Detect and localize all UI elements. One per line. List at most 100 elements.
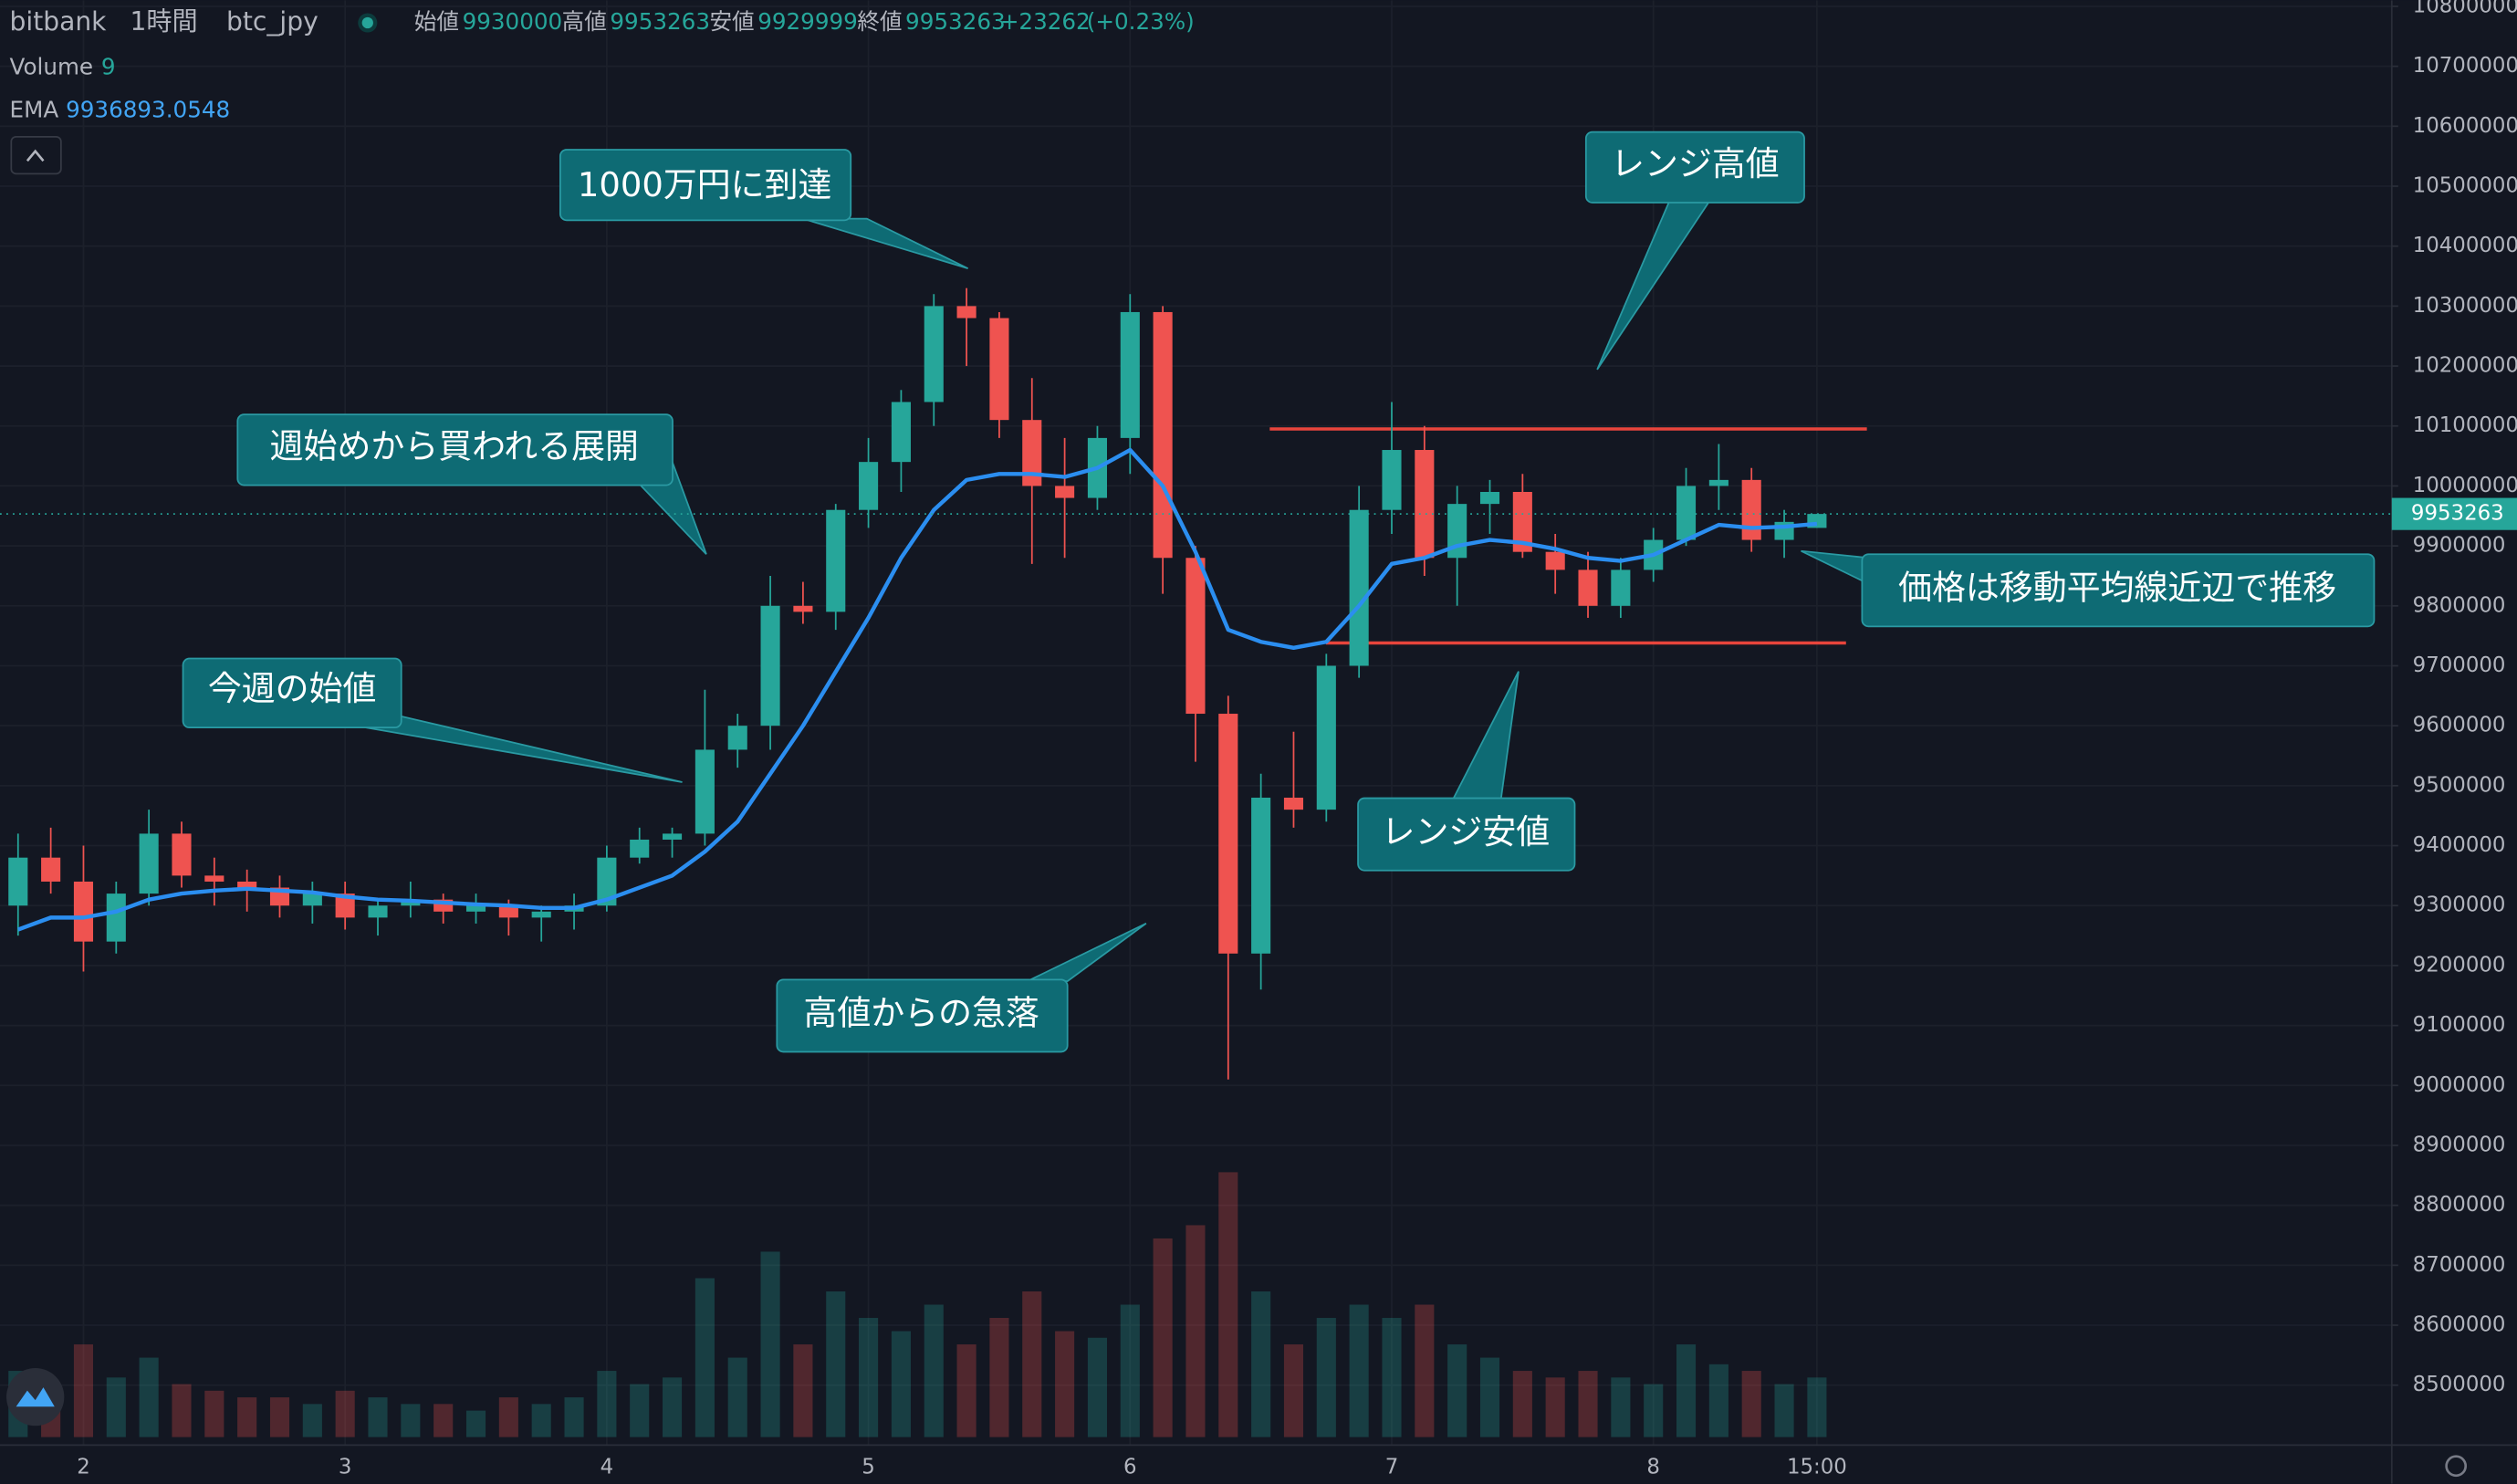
candle-body: [760, 605, 780, 726]
callout-box: [776, 978, 1069, 1053]
y-tick-label: 10700000: [2413, 54, 2517, 78]
ohlc-label: 終値: [857, 8, 902, 35]
volume-bar: [1512, 1371, 1532, 1437]
candle-body: [41, 857, 61, 882]
candle-body: [465, 905, 486, 912]
candle-body: [1153, 311, 1173, 559]
y-tick-label: 8700000: [2413, 1253, 2506, 1277]
volume-bar: [826, 1291, 846, 1437]
callout: 週始めから買われる展開: [236, 413, 707, 555]
volume-bar: [237, 1397, 257, 1437]
volume-bar: [1807, 1377, 1827, 1437]
candle-body: [1185, 558, 1206, 715]
candle-body: [531, 911, 551, 918]
y-tick-label: 9700000: [2413, 653, 2506, 677]
candle-body: [1055, 486, 1075, 498]
volume-bar: [1316, 1318, 1336, 1437]
annotation: レンジ安値: [1382, 812, 1551, 852]
candle-body: [1708, 479, 1728, 486]
candle-body: [1218, 714, 1238, 954]
candle-body: [139, 833, 159, 894]
candle-body: [1545, 551, 1565, 570]
volume-bar: [368, 1397, 388, 1437]
candles: [8, 287, 1827, 1080]
volume-bar: [172, 1384, 192, 1437]
y-tick-label: 10400000: [2413, 234, 2517, 257]
candle-body: [1512, 492, 1532, 552]
last-price-tag: [2391, 497, 2517, 530]
volume-bar: [1185, 1225, 1206, 1437]
candle-body: [1382, 450, 1402, 510]
candle-body: [1415, 450, 1435, 559]
candle-body: [1578, 570, 1598, 606]
logo[interactable]: [6, 1367, 65, 1427]
collapse-button[interactable]: [10, 136, 62, 175]
candle-body: [8, 857, 28, 906]
volume-bar: [1774, 1384, 1794, 1437]
volume-bar: [956, 1344, 977, 1437]
y-tick-label: 8800000: [2413, 1193, 2506, 1217]
status-dot: [361, 16, 373, 29]
callout: レンジ安値: [1357, 671, 1576, 872]
candle-body: [924, 306, 944, 402]
settings-icon[interactable]: [2445, 1455, 2468, 1478]
annotation: 1000万円に到達: [578, 165, 832, 204]
annotation: レンジ高値: [1611, 144, 1780, 183]
x-tick-label: 4: [601, 1456, 614, 1479]
volume-bar: [1447, 1344, 1467, 1437]
volume-bar: [1251, 1291, 1271, 1437]
candle-body: [859, 462, 879, 510]
volume-bar: [433, 1404, 454, 1437]
volume-bar: [1153, 1238, 1173, 1437]
volume-value: 9: [101, 53, 116, 79]
y-tick-label: 10300000: [2413, 294, 2517, 318]
candle-body: [73, 881, 94, 942]
callout-box: [182, 657, 402, 729]
volume-bar: [139, 1357, 159, 1437]
logo-mark: [16, 1387, 55, 1407]
y-tick-label: 9200000: [2413, 953, 2506, 977]
volume-bar: [1120, 1304, 1140, 1437]
annotation: 価格は移動平均線近辺で推移: [1898, 568, 2336, 607]
change: +23262: [1000, 8, 1091, 35]
callout-box: [1861, 553, 2376, 628]
candle-body: [597, 857, 617, 906]
y-tick-label: 9800000: [2413, 593, 2506, 617]
y-tick-label: 10600000: [2413, 114, 2517, 138]
candle-body: [695, 749, 715, 834]
ema-value: 9936893.0548: [66, 97, 230, 123]
ohlc-value: 9953263: [905, 8, 1006, 35]
annotation: 今週の始値: [208, 669, 377, 708]
range-levels: [1269, 427, 1867, 645]
y-tick-label: 9500000: [2413, 773, 2506, 797]
candle-body: [237, 881, 257, 888]
candle-body: [1349, 509, 1369, 666]
candle-body: [989, 318, 1009, 421]
volume-bar: [106, 1377, 126, 1437]
y-tick-label: 8500000: [2413, 1373, 2506, 1396]
volume-bar: [1415, 1304, 1435, 1437]
volume-bar: [760, 1251, 780, 1437]
volume-bar: [1708, 1364, 1728, 1437]
volume-bar: [1055, 1331, 1075, 1437]
ohlc-value: 9930000: [463, 8, 563, 35]
candle-body: [826, 509, 846, 612]
volume-bar: [1741, 1371, 1761, 1437]
x-tick-label: 3: [339, 1456, 352, 1479]
volume-bar: [269, 1397, 290, 1437]
volume-bar: [1382, 1318, 1402, 1437]
candle-body: [662, 833, 683, 840]
y-tick-label: 10800000: [2413, 0, 2517, 17]
volume-label: Volume: [10, 53, 94, 79]
candle-body: [1611, 570, 1631, 606]
candle-body: [956, 306, 977, 319]
callout-box: [1584, 131, 1805, 204]
candle-body: [1316, 665, 1336, 810]
candle-body: [368, 905, 388, 918]
candle-body: [891, 402, 911, 463]
callout-box: [236, 413, 674, 486]
y-tick-label: 9400000: [2413, 833, 2506, 857]
